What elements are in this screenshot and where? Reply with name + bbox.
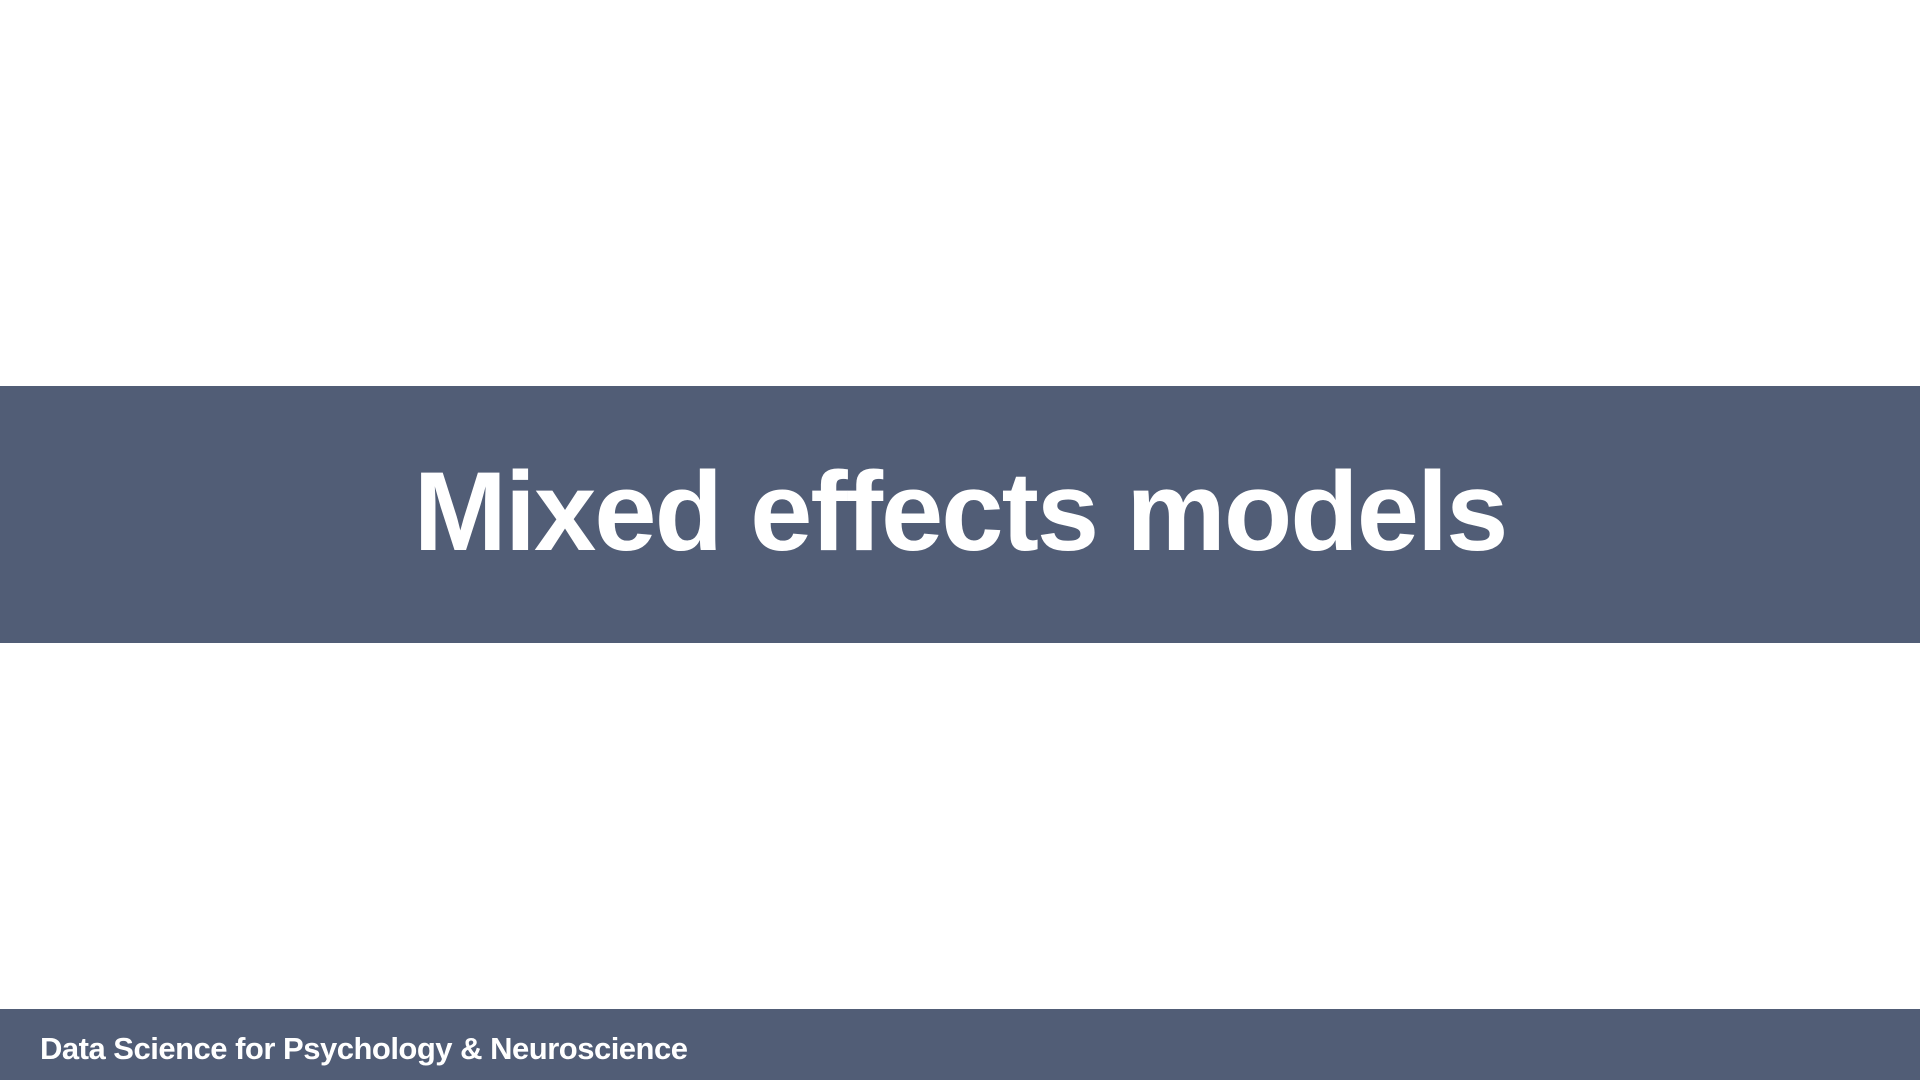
slide-title: Mixed effects models [413,448,1509,574]
footer-bar: Data Science for Psychology & Neuroscien… [0,1009,1920,1080]
title-band: Mixed effects models [0,386,1920,643]
footer-course-name: Data Science for Psychology & Neuroscien… [40,1031,688,1066]
